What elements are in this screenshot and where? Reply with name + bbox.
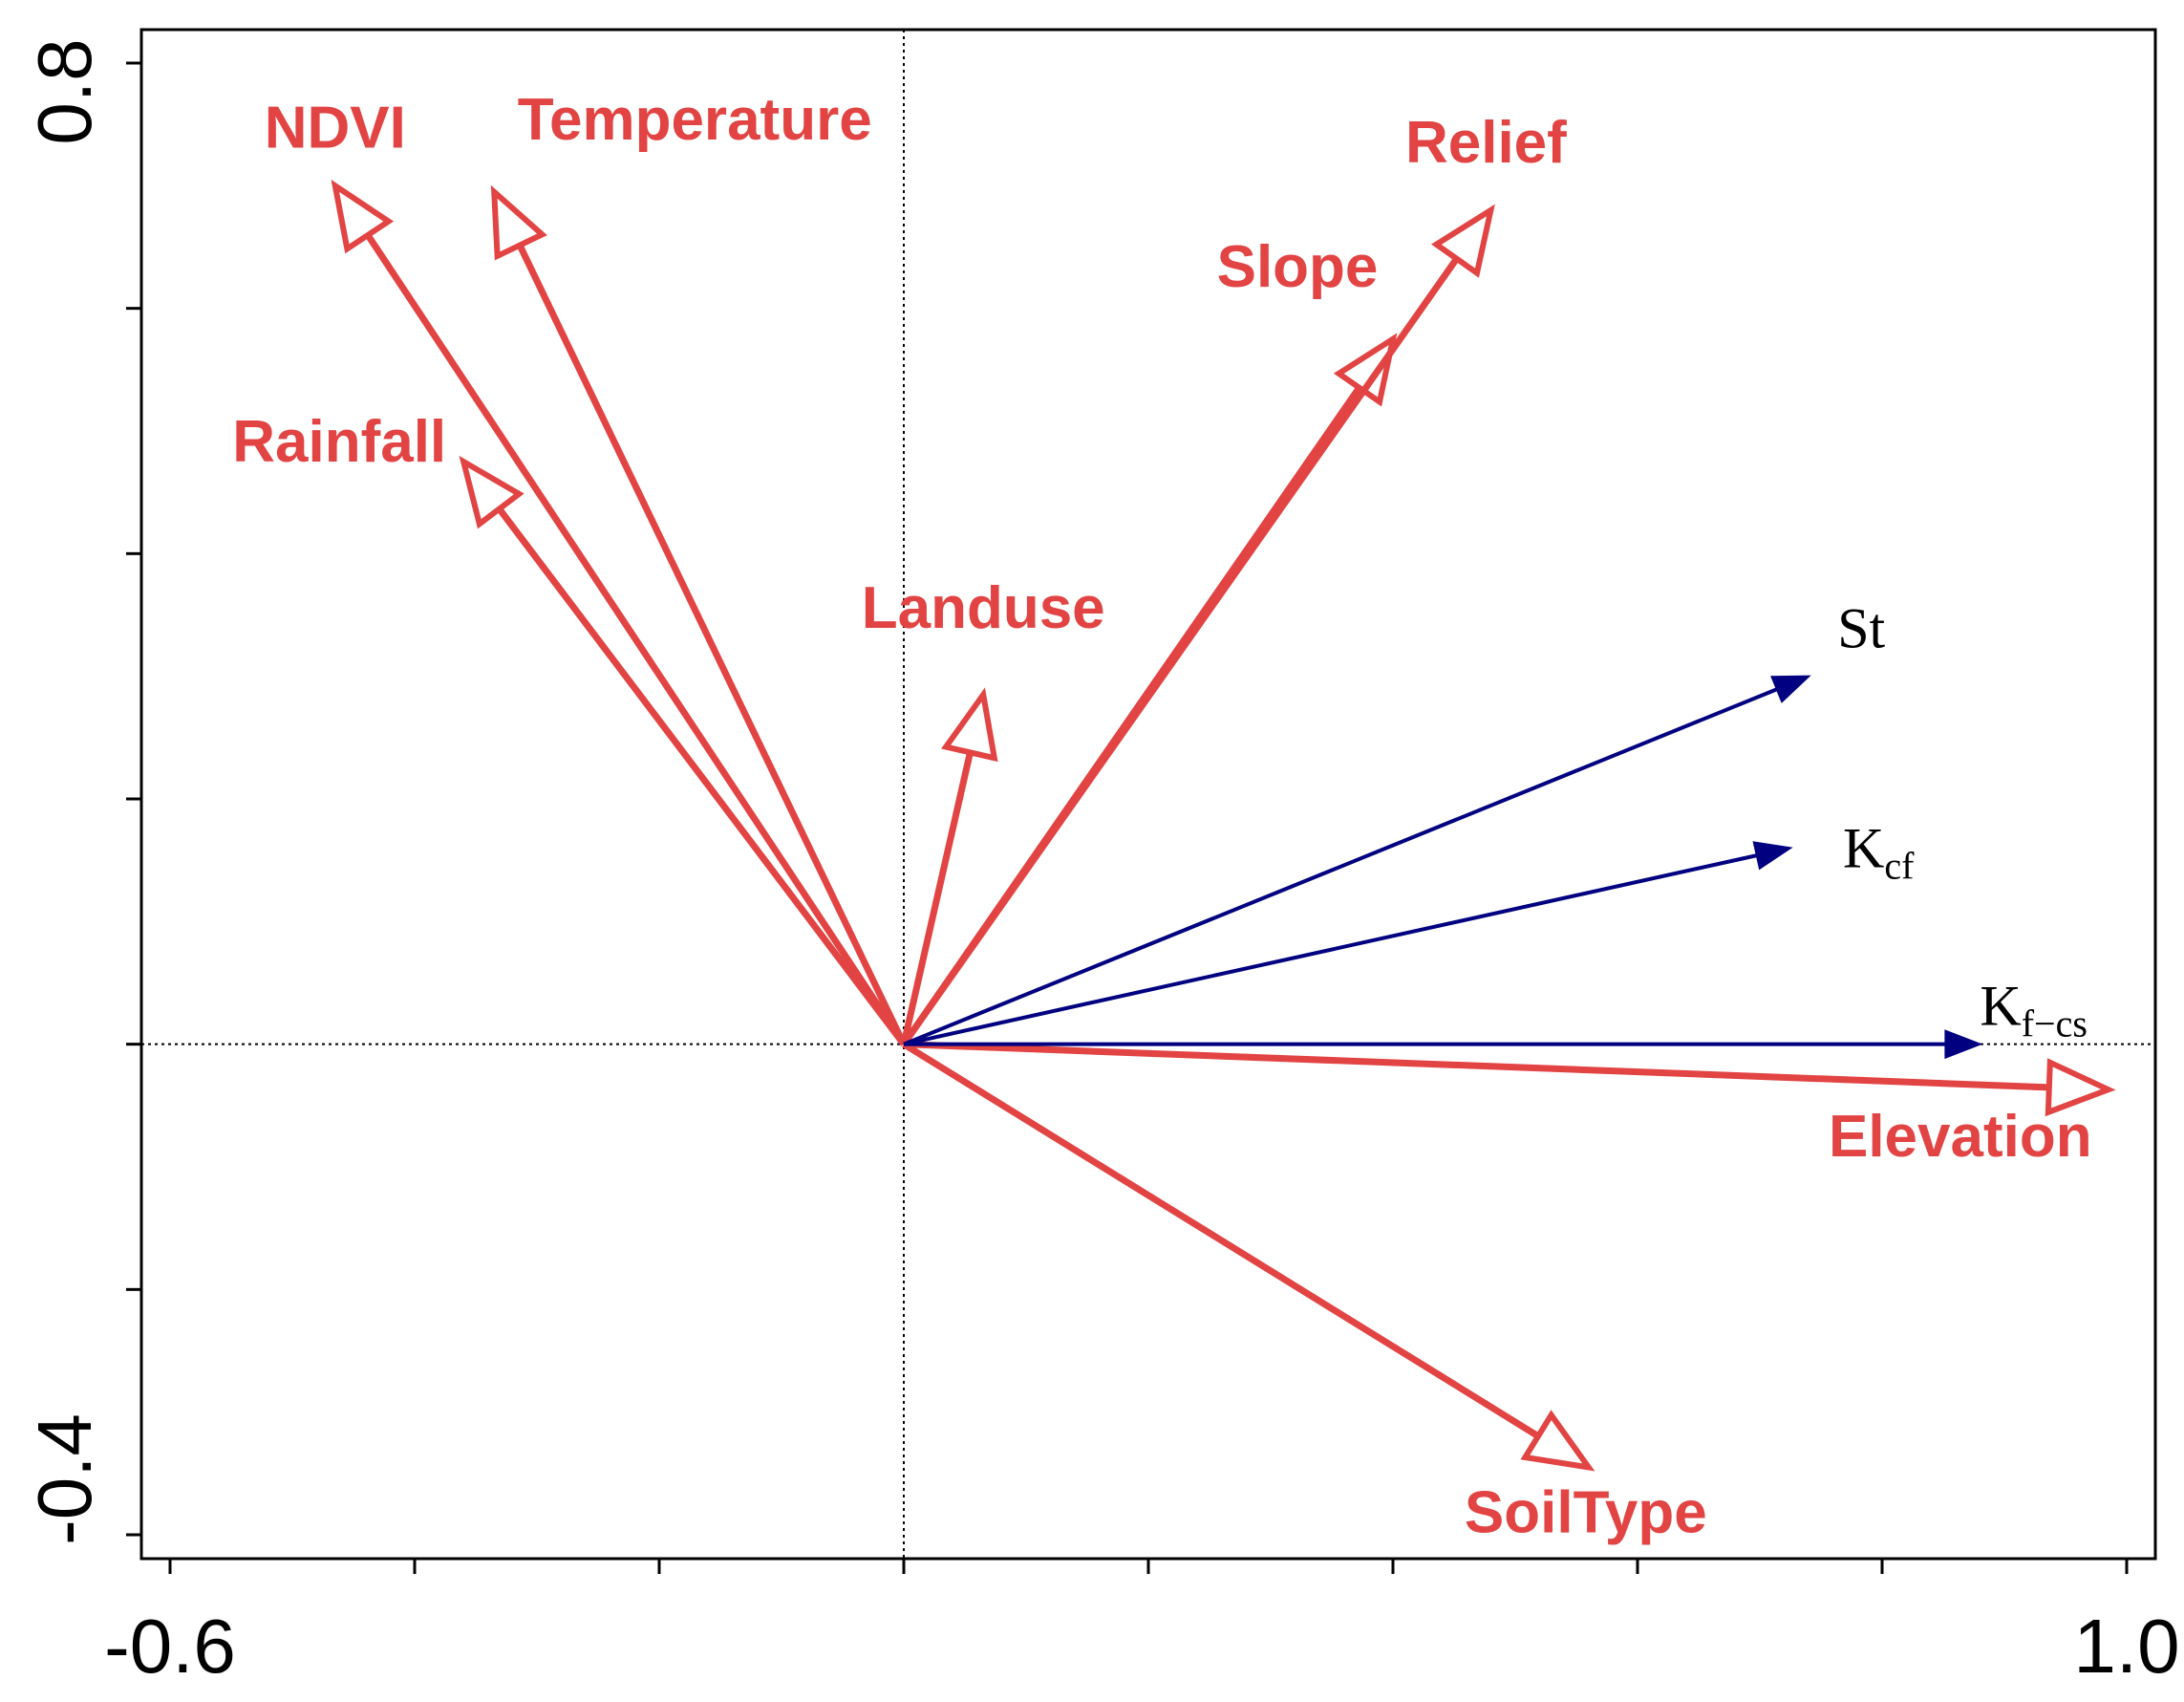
- resp-st-label-base: St: [1837, 597, 1885, 660]
- resp-kf-cs-label: Kf−cs: [1980, 975, 2088, 1045]
- env-slope-arrow-head: [1333, 333, 1398, 407]
- env-soiltype-arrow-shaft: [902, 1041, 1540, 1439]
- resp-kcf-label: Kcf: [1843, 816, 1915, 887]
- resp-kcf-label-subscript: cf: [1884, 844, 1915, 887]
- env-landuse-label: Landuse: [862, 575, 1105, 641]
- env-temperature-label: Temperature: [518, 87, 872, 153]
- env-relief-arrow-head: [1431, 204, 1495, 278]
- biplot-arrows: [331, 179, 2116, 1472]
- env-soiltype-arrow-head: [1520, 1410, 1595, 1472]
- env-landuse-arrow-head: [941, 687, 998, 763]
- env-temperature-arrow-head: [490, 184, 547, 261]
- env-ndvi-arrow-head: [331, 179, 395, 254]
- env-elevation-arrow-shaft: [903, 1041, 2049, 1091]
- resp-kcf-label-base: K: [1843, 816, 1884, 879]
- x-tick-label-max: 1.0: [2073, 1604, 2179, 1689]
- axis-ticks: [126, 61, 2129, 1574]
- env-relief-arrow-shaft: [901, 256, 1460, 1046]
- env-elevation-arrow-head: [2045, 1058, 2116, 1117]
- resp-kf-cs-label-subscript: f−cs: [2022, 1002, 2088, 1045]
- env-elevation-label: Elevation: [1829, 1104, 2092, 1170]
- resp-st-arrow-head: [1770, 675, 1811, 703]
- y-tick-label-max: 0.8: [22, 38, 107, 144]
- env-rainfall-arrow-head: [459, 455, 525, 529]
- env-ndvi-arrow-shaft: [365, 233, 907, 1046]
- env-ndvi-label: NDVI: [265, 95, 406, 161]
- x-tick-label-min: -0.6: [104, 1604, 236, 1689]
- resp-st-arrow-shaft: [903, 687, 1778, 1046]
- resp-kcf-arrow-shaft: [903, 853, 1758, 1046]
- resp-kcf-arrow-head: [1752, 841, 1793, 871]
- env-landuse-arrow-shaft: [900, 751, 974, 1045]
- resp-st-label: St: [1837, 597, 1885, 660]
- env-soiltype-label: SoilType: [1465, 1479, 1707, 1545]
- biplot-labels: NDVI Temperature Rainfall Landuse Slope Relie…: [232, 87, 2091, 1546]
- env-rainfall-arrow-shaft: [496, 506, 907, 1046]
- resp-kf-cs-arrow-head: [1944, 1029, 1983, 1060]
- env-relief-label: Relief: [1405, 110, 1567, 176]
- env-slope-label: Slope: [1217, 234, 1379, 300]
- env-temperature-arrow-shaft: [516, 244, 908, 1046]
- y-tick-label-min: -0.4: [22, 1413, 107, 1545]
- plot-frame: [139, 28, 2157, 1561]
- resp-kf-cs-label-base: K: [1980, 975, 2021, 1038]
- env-rainfall-label: Rainfall: [232, 409, 446, 475]
